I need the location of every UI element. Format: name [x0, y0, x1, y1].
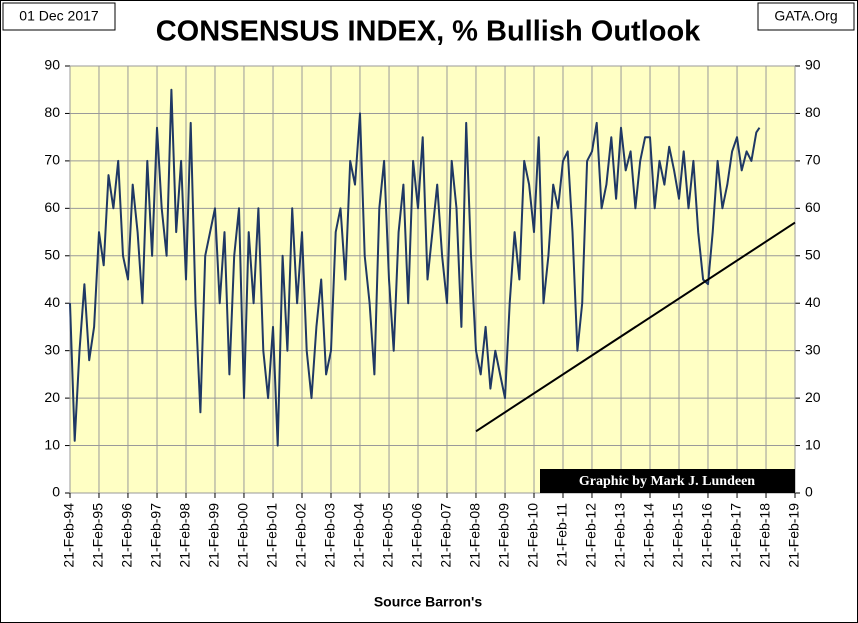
- y2-tick-label: 90: [805, 57, 821, 73]
- data-line: [69, 88, 761, 447]
- y-tick-label: 30: [44, 341, 60, 357]
- y-tick-label: 60: [44, 199, 60, 215]
- x-tick-label: 21-Feb-96: [119, 503, 135, 568]
- x-axis-title: Source Barron's: [374, 594, 483, 610]
- x-tick-label: 21-Feb-05: [380, 503, 396, 568]
- y2-tick-label: 20: [805, 389, 821, 405]
- x-tick-label: 21-Feb-18: [757, 503, 773, 568]
- x-tick-label: 21-Feb-17: [728, 503, 744, 568]
- x-tick-label: 21-Feb-14: [641, 503, 657, 568]
- trend-line: [475, 221, 796, 433]
- x-tick-label: 21-Feb-03: [322, 503, 338, 568]
- x-tick-label: 21-Feb-19: [786, 503, 802, 568]
- x-tick-label: 21-Feb-01: [264, 503, 280, 568]
- x-tick-label: 21-Feb-15: [670, 503, 686, 568]
- y2-tick-label: 30: [805, 341, 821, 357]
- x-tick-label: 21-Feb-10: [525, 503, 541, 568]
- y-tick-label: 80: [44, 104, 60, 120]
- credit: Graphic by Mark J. Lundeen: [579, 474, 755, 489]
- x-tick-label: 21-Feb-13: [612, 503, 628, 568]
- x-tick-label: 21-Feb-16: [699, 503, 715, 568]
- y2-tick-label: 80: [805, 104, 821, 120]
- y2-tick-label: 50: [805, 246, 821, 262]
- x-tick-label: 21-Feb-94: [61, 503, 77, 568]
- site-label: GATA.Org: [774, 8, 837, 24]
- site-box: [757, 2, 855, 31]
- y-tick-label: 40: [44, 294, 60, 310]
- y2-tick-label: 0: [805, 484, 813, 500]
- y-tick-label: 70: [44, 152, 60, 168]
- x-tick-label: 21-Feb-02: [293, 503, 309, 568]
- x-tick-label: 21-Feb-95: [90, 503, 106, 568]
- x-tick-label: 21-Feb-12: [583, 503, 599, 568]
- x-tick-label: 21-Feb-07: [438, 503, 454, 568]
- credit-box: [540, 469, 795, 493]
- y-tick-label: 50: [44, 246, 60, 262]
- x-tick-label: 21-Feb-09: [496, 503, 512, 568]
- y2-tick-label: 10: [805, 436, 821, 452]
- y-tick-label: 20: [44, 389, 60, 405]
- x-tick-label: 21-Feb-97: [148, 503, 164, 568]
- x-tick-label: 21-Feb-99: [206, 503, 222, 568]
- date-box: [2, 2, 116, 31]
- y-tick-label: 10: [44, 436, 60, 452]
- date-label: 01 Dec 2017: [19, 8, 99, 24]
- x-tick-label: 21-Feb-98: [177, 503, 193, 568]
- y2-tick-label: 70: [805, 152, 821, 168]
- y-tick-label: 90: [44, 57, 60, 73]
- y2-tick-label: 60: [805, 199, 821, 215]
- x-tick-label: 21-Feb-04: [351, 503, 367, 568]
- x-tick-label: 21-Feb-11: [554, 503, 570, 567]
- chart-title: CONSENSUS INDEX, % Bullish Outlook: [156, 16, 701, 48]
- y2-tick-label: 40: [805, 294, 821, 310]
- y-tick-label: 0: [52, 484, 60, 500]
- x-tick-label: 21-Feb-00: [235, 503, 251, 568]
- plot-area: [69, 65, 796, 494]
- x-tick-label: 21-Feb-06: [409, 503, 425, 568]
- x-tick-label: 21-Feb-08: [467, 503, 483, 568]
